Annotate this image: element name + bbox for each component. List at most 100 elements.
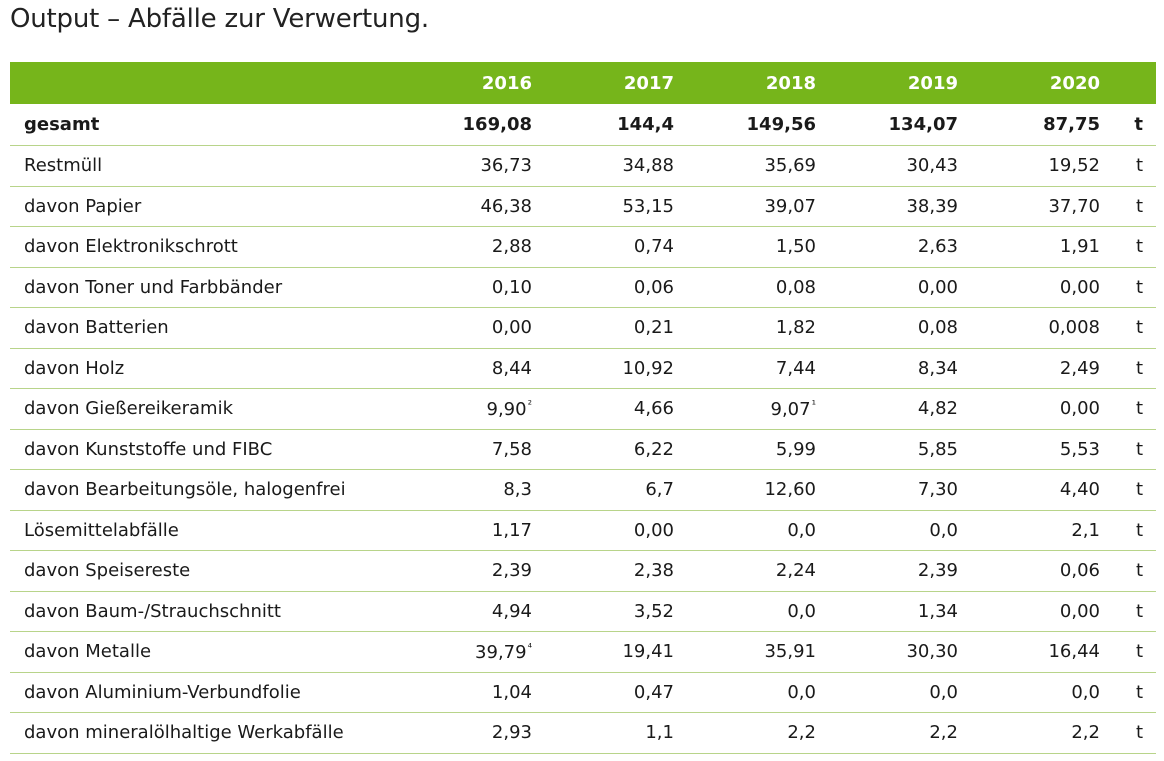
value-text: 149,56: [746, 114, 816, 135]
value-cell: 2,88: [390, 226, 532, 268]
value-text: 0,06: [1059, 560, 1100, 582]
value-text: 4,94: [491, 600, 532, 622]
value-text: 8,34: [917, 357, 958, 379]
value-text: 1,34: [917, 600, 958, 622]
value-cell: 4,82: [816, 388, 958, 430]
value-cell: 169,08: [390, 104, 532, 146]
value-cell: 30,30: [816, 631, 958, 673]
value-text: 1,1: [645, 722, 674, 744]
value-cell: 9,07¹: [674, 388, 816, 430]
value-text: 0,21: [633, 317, 674, 339]
row-label: davon Batterien: [10, 307, 390, 349]
value-cell: 53,15: [532, 186, 674, 227]
value-cell: 0,00: [958, 388, 1100, 430]
value-text: 0,008: [1048, 317, 1100, 339]
unit-cell: t: [1100, 186, 1156, 227]
value-text: 6,22: [633, 438, 674, 460]
value-cell: 0,0: [958, 672, 1100, 713]
value-cell: 6,7: [532, 469, 674, 511]
value-cell: 1,82: [674, 307, 816, 349]
value-cell: 3,52: [532, 591, 674, 632]
header-year-2017: 2017: [532, 62, 674, 104]
value-cell: 1,17: [390, 510, 532, 551]
value-cell: 0,0: [816, 672, 958, 713]
value-text: 0,06: [633, 276, 674, 298]
value-cell: 2,2: [816, 712, 958, 754]
table-row: davon Bearbeitungsöle, halogenfrei 8,3 6,7…: [10, 469, 1156, 511]
value-cell: 10,92: [532, 348, 674, 389]
unit-cell: t: [1100, 145, 1156, 187]
value-cell: 7,44: [674, 348, 816, 389]
unit-cell: t: [1100, 550, 1156, 592]
value-cell: 36,73: [390, 145, 532, 187]
value-text: 0,08: [775, 276, 816, 298]
row-label: davon Gießereikeramik: [10, 388, 390, 430]
value-text: 0,00: [917, 276, 958, 298]
waste-output-table: 2016 2017 2018 2019 2020 gesamt 169,08 144…: [10, 62, 1156, 754]
unit-cell: t: [1100, 104, 1156, 146]
value-cell: 0,08: [674, 267, 816, 308]
value-text: 38,39: [906, 195, 958, 217]
value-cell: 5,85: [816, 429, 958, 470]
value-cell: 38,39: [816, 186, 958, 227]
value-cell: 0,21: [532, 307, 674, 349]
value-text: 53,15: [622, 195, 674, 217]
value-cell: 0,06: [958, 550, 1100, 592]
value-cell: 7,58: [390, 429, 532, 470]
value-cell: 8,44: [390, 348, 532, 389]
value-cell: 46,38: [390, 186, 532, 227]
value-text: 5,99: [775, 438, 816, 460]
row-label: davon Bearbeitungsöle, halogenfrei: [10, 469, 390, 511]
value-cell: 0,47: [532, 672, 674, 713]
value-text: 0,0: [1071, 681, 1100, 703]
value-text: 8,3: [503, 479, 532, 501]
value-cell: 39,79⁴: [390, 631, 532, 673]
value-text: 4,40: [1059, 479, 1100, 501]
row-label: davon Elektronikschrott: [10, 226, 390, 268]
value-text: 30,43: [906, 155, 958, 177]
unit-cell: t: [1100, 712, 1156, 754]
value-text: 2,2: [787, 722, 816, 744]
value-text: 19,41: [622, 641, 674, 663]
value-cell: 1,04: [390, 672, 532, 713]
table-header-row: 2016 2017 2018 2019 2020: [10, 62, 1156, 104]
page-title: Output – Abfälle zur Verwertung.: [10, 4, 429, 34]
value-cell: 5,99: [674, 429, 816, 470]
value-text: 16,44: [1048, 641, 1100, 663]
footnote-marker: ⁴: [527, 640, 532, 654]
value-cell: 6,22: [532, 429, 674, 470]
value-text: 5,53: [1059, 438, 1100, 460]
value-cell: 0,0: [816, 510, 958, 551]
table-row: davon Kunststoffe und FIBC 7,58 6,22 5,99 5,…: [10, 429, 1156, 470]
value-cell: 2,2: [674, 712, 816, 754]
value-cell: 1,34: [816, 591, 958, 632]
value-cell: 2,49: [958, 348, 1100, 389]
value-text: 3,52: [633, 600, 674, 622]
value-cell: 0,00: [958, 591, 1100, 632]
unit-cell: t: [1100, 388, 1156, 430]
header-year-2018: 2018: [674, 62, 816, 104]
value-text: 1,50: [775, 236, 816, 258]
row-label: davon Papier: [10, 186, 390, 227]
row-label: davon Kunststoffe und FIBC: [10, 429, 390, 470]
value-text: 5,85: [917, 438, 958, 460]
value-text: 39,07: [764, 195, 816, 217]
value-text: 1,17: [491, 519, 532, 541]
footnote-marker: ²: [527, 397, 532, 411]
value-text: 87,75: [1043, 114, 1100, 135]
value-text: 46,38: [480, 195, 532, 217]
value-cell: 0,08: [816, 307, 958, 349]
value-text: 7,44: [775, 357, 816, 379]
value-text: 2,93: [491, 722, 532, 744]
value-cell: 0,10: [390, 267, 532, 308]
value-cell: 0,0: [674, 510, 816, 551]
value-cell: 19,52: [958, 145, 1100, 187]
value-text: 134,07: [888, 114, 958, 135]
row-label: davon Aluminium-Verbundfolie: [10, 672, 390, 713]
value-cell: 2,39: [390, 550, 532, 592]
value-text: 2,38: [633, 560, 674, 582]
value-cell: 1,1: [532, 712, 674, 754]
value-cell: 8,34: [816, 348, 958, 389]
value-text: 0,0: [787, 681, 816, 703]
value-text: 2,24: [775, 560, 816, 582]
